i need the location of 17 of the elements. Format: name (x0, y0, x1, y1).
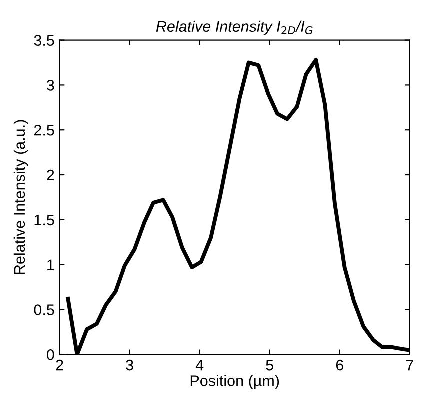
x-tick-label: 6 (336, 360, 344, 371)
chart-title: Relative Intensity I$_{2D}$/I$_{G}$ (156, 20, 313, 36)
x-tick-label: 3 (126, 360, 134, 371)
x-tick-label: 2 (56, 360, 64, 371)
y-tick-label: 1 (48, 260, 54, 270)
y-tick-label: 3.5 (34, 35, 54, 46)
y-tick-label: 0.5 (34, 304, 54, 316)
y-axis-title: Relative Intensity (a.u.) (14, 120, 28, 274)
x-tick-label: 5 (266, 360, 274, 371)
x-axis-title: Position (µm) (190, 375, 280, 390)
y-tick-label: 3 (47, 80, 54, 91)
x-tick-label: 7 (406, 360, 414, 371)
y-tick-label: 0 (47, 350, 54, 360)
y-tick-label: 2 (47, 170, 54, 181)
x-tick-label: 4 (196, 360, 204, 371)
y-tick-label: 2.5 (34, 124, 54, 136)
y-tick-label: 1.5 (34, 214, 54, 226)
